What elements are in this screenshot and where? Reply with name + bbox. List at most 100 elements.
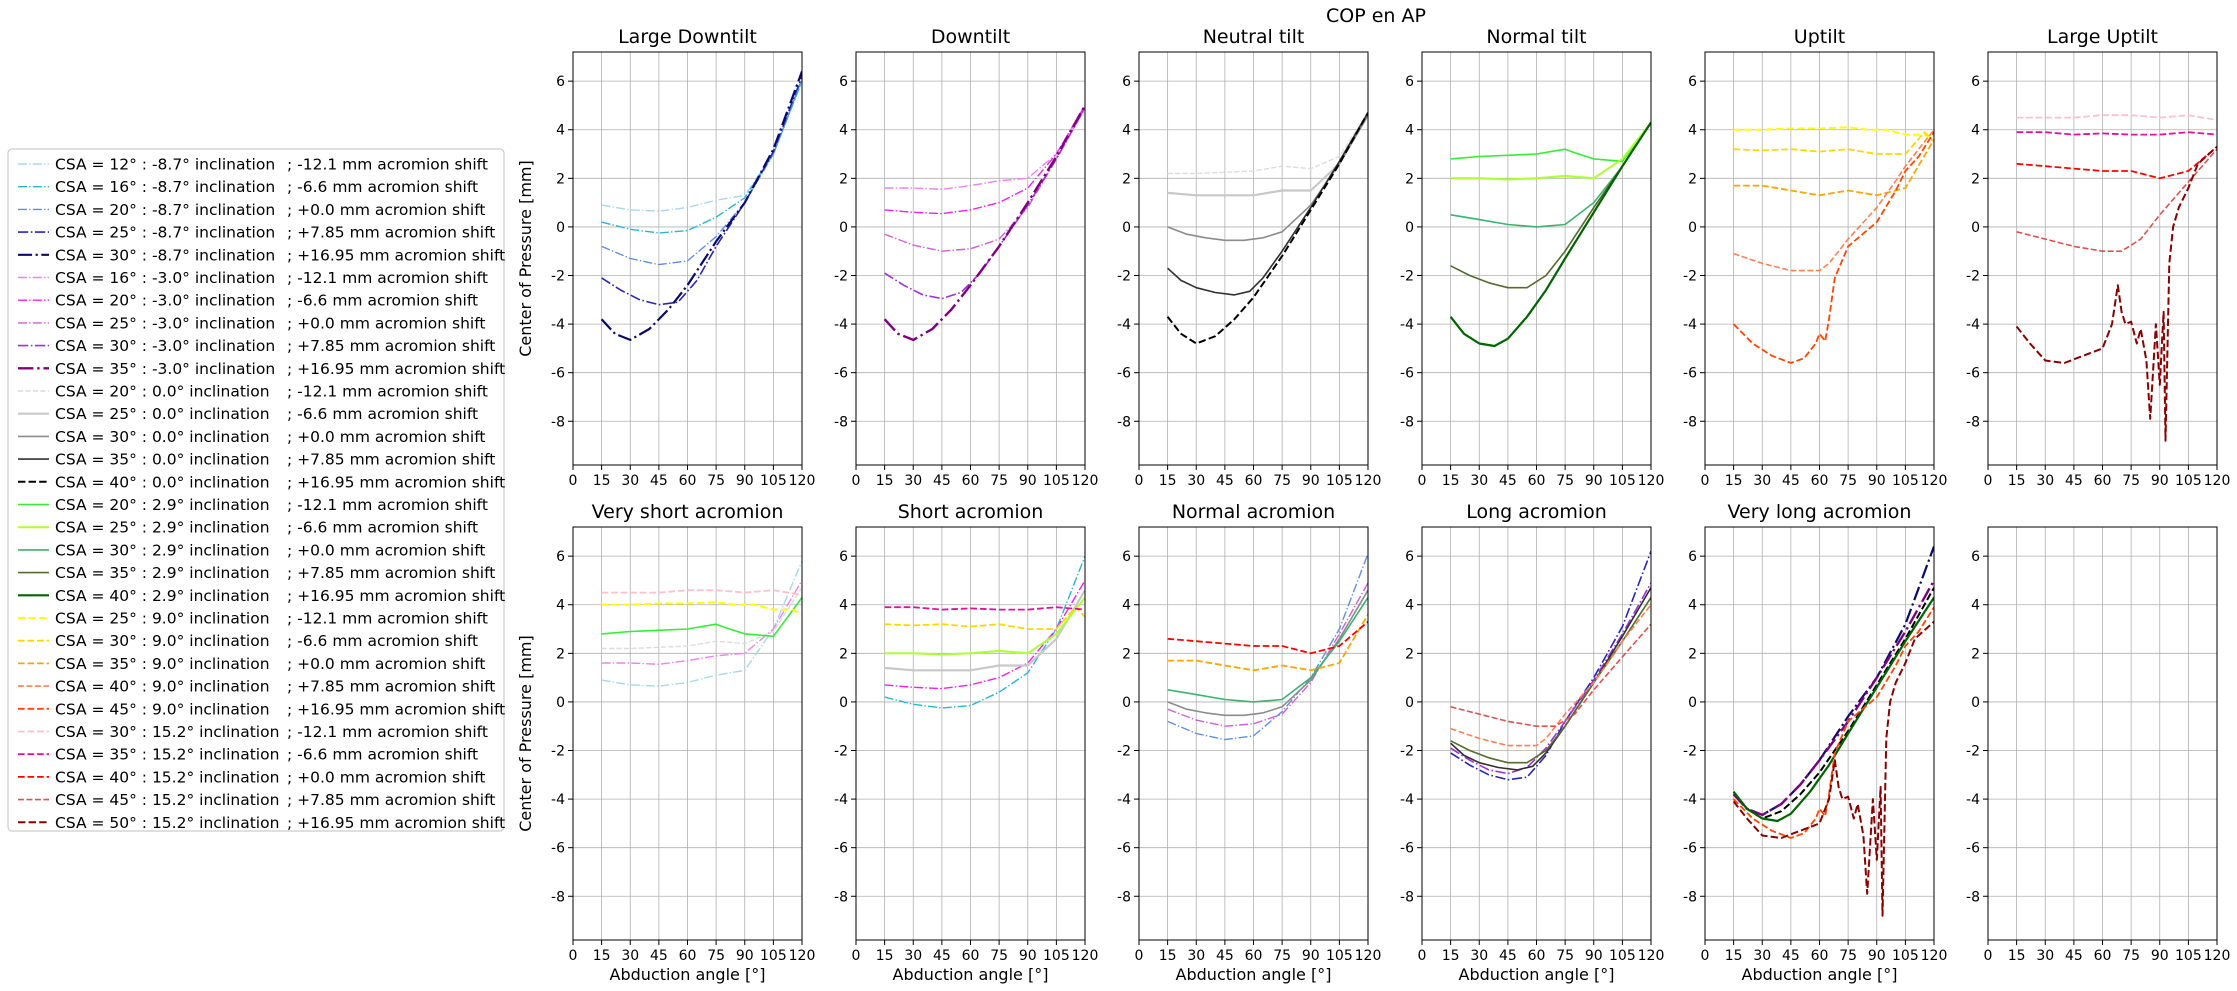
subplot-title: Downtilt bbox=[931, 26, 1010, 48]
tick-label-x: 45 bbox=[650, 473, 668, 489]
series-line bbox=[1732, 587, 1934, 820]
tick-label-y: -6 bbox=[1400, 841, 1414, 857]
series-line bbox=[1733, 139, 1934, 197]
tick-label-y: -4 bbox=[551, 317, 565, 333]
series-line bbox=[1732, 596, 1934, 823]
tick-label-y: 2 bbox=[1405, 171, 1414, 187]
tick-label-x: 30 bbox=[621, 948, 639, 964]
tick-label-x: 90 bbox=[736, 948, 754, 964]
subplot-title: Normal acromion bbox=[1172, 501, 1335, 523]
series-line bbox=[884, 107, 1085, 300]
tick-label-x: 120 bbox=[1638, 473, 1665, 489]
tick-label-x: 60 bbox=[2094, 473, 2112, 489]
tick-label-y: 0 bbox=[1405, 220, 1414, 236]
tick-label-x: 45 bbox=[1782, 948, 1800, 964]
subplot-title: Neutral tilt bbox=[1203, 26, 1305, 48]
subplot-title: Very long acromion bbox=[1728, 501, 1912, 523]
legend-label-shift: ; +16.95 mm acromion shift bbox=[287, 814, 505, 832]
legend-label-shift: ; +0.0 mm acromion shift bbox=[287, 314, 485, 332]
tick-label-y: 4 bbox=[1405, 123, 1414, 139]
tick-label-y: -2 bbox=[834, 744, 848, 760]
tick-label-x: 0 bbox=[852, 473, 861, 489]
tick-label-x: 45 bbox=[1782, 473, 1800, 489]
legend-label-csa: CSA = 40° : 15.2° inclination bbox=[55, 768, 279, 786]
series-line bbox=[2016, 146, 2217, 180]
tick-label-x: 90 bbox=[1019, 473, 1037, 489]
tick-label-x: 45 bbox=[1216, 948, 1234, 964]
series-line bbox=[2016, 148, 2217, 252]
tick-label-y: 2 bbox=[1971, 171, 1980, 187]
tick-label-x: 45 bbox=[1499, 473, 1517, 489]
tick-label-x: 0 bbox=[1984, 948, 1993, 964]
tick-label-y: -4 bbox=[834, 317, 848, 333]
tick-label-x: 120 bbox=[1072, 948, 1099, 964]
legend-label-shift: ; -12.1 mm acromion shift bbox=[287, 383, 488, 401]
legend-label-shift: ; +0.0 mm acromion shift bbox=[287, 655, 485, 673]
legend-label-csa: CSA = 25° : 2.9° inclination bbox=[55, 519, 270, 537]
subplot-title: Long acromion bbox=[1466, 501, 1607, 523]
series-line bbox=[884, 105, 1085, 215]
legend-label-shift: ; -6.6 mm acromion shift bbox=[287, 405, 478, 423]
tick-label-y: -8 bbox=[551, 414, 565, 430]
tick-label-y: -8 bbox=[1966, 889, 1980, 905]
subplot-title: Uptilt bbox=[1794, 26, 1845, 48]
tick-label-x: 15 bbox=[2008, 948, 2026, 964]
tick-label-y: -2 bbox=[1966, 744, 1980, 760]
tick-label-x: 90 bbox=[1302, 948, 1320, 964]
tick-label-y: -2 bbox=[551, 269, 565, 285]
tick-label-y: 2 bbox=[839, 171, 848, 187]
tick-label-x: 45 bbox=[933, 948, 951, 964]
tick-label-y: 0 bbox=[839, 220, 848, 236]
tick-label-y: 6 bbox=[1122, 74, 1131, 90]
tick-label-y: 6 bbox=[1405, 549, 1414, 565]
series-line bbox=[601, 587, 802, 650]
tick-label-x: 30 bbox=[1753, 948, 1771, 964]
series-line bbox=[1167, 589, 1368, 717]
tick-label-x: 0 bbox=[1984, 473, 1993, 489]
tick-label-x: 75 bbox=[990, 948, 1008, 964]
tick-label-x: 75 bbox=[1839, 473, 1857, 489]
tick-label-y: -4 bbox=[551, 792, 565, 808]
tick-label-y: 4 bbox=[1688, 598, 1697, 614]
series-line bbox=[2016, 114, 2217, 121]
tick-label-x: 105 bbox=[2175, 473, 2202, 489]
tick-label-y: -6 bbox=[1117, 366, 1131, 382]
tick-label-x: 90 bbox=[1585, 473, 1603, 489]
series-line bbox=[601, 78, 802, 266]
series-line bbox=[1167, 114, 1368, 197]
tick-label-x: 120 bbox=[1921, 473, 1948, 489]
tick-label-x: 30 bbox=[1470, 473, 1488, 489]
legend-frame bbox=[7, 148, 505, 832]
tick-label-y: 0 bbox=[1971, 220, 1980, 236]
tick-label-y: 4 bbox=[1971, 598, 1980, 614]
tick-label-x: 75 bbox=[1273, 948, 1291, 964]
tick-label-x: 105 bbox=[1043, 948, 1070, 964]
tick-label-x: 75 bbox=[1273, 473, 1291, 489]
series-line bbox=[1732, 131, 1934, 364]
series-line bbox=[1450, 121, 1651, 181]
tick-label-x: 90 bbox=[736, 473, 754, 489]
tick-label-x: 30 bbox=[1470, 948, 1488, 964]
tick-label-y: 2 bbox=[1688, 646, 1697, 662]
legend-label-csa: CSA = 35° : 2.9° inclination bbox=[55, 564, 270, 582]
tick-label-y: -6 bbox=[551, 841, 565, 857]
series-line bbox=[601, 80, 802, 212]
subplot: 0 15 30 45 60 75 90 105 120 -8 -6 -4 -2 0 2 4 6 Uptilt bbox=[1683, 26, 1947, 489]
subplot-title: Normal tilt bbox=[1486, 26, 1586, 48]
tick-label-x: 75 bbox=[1556, 948, 1574, 964]
tick-label-x: 120 bbox=[1355, 473, 1382, 489]
tick-label-x: 60 bbox=[1528, 948, 1546, 964]
subplot: 0 15 30 45 60 75 90 105 120 -8 -6 -4 -2 0 2 4 6 Short acr… bbox=[834, 501, 1098, 984]
tick-label-y: -8 bbox=[834, 889, 848, 905]
subplot-title: Large Downtilt bbox=[618, 26, 757, 48]
series-line bbox=[600, 71, 802, 341]
legend-label-shift: ; -12.1 mm acromion shift bbox=[287, 269, 488, 287]
tick-label-x: 60 bbox=[2094, 948, 2112, 964]
tick-label-x: 60 bbox=[962, 473, 980, 489]
tick-label-x: 75 bbox=[2122, 473, 2140, 489]
legend-label-csa: CSA = 30° : -3.0° inclination bbox=[55, 337, 275, 355]
tick-label-x: 90 bbox=[2151, 948, 2169, 964]
series-line bbox=[884, 555, 1085, 709]
tick-label-x: 30 bbox=[904, 473, 922, 489]
subplot: 0 15 30 45 60 75 90 105 120 -8 -6 -4 -2 0 2 4 6 Large Dow… bbox=[516, 26, 815, 489]
